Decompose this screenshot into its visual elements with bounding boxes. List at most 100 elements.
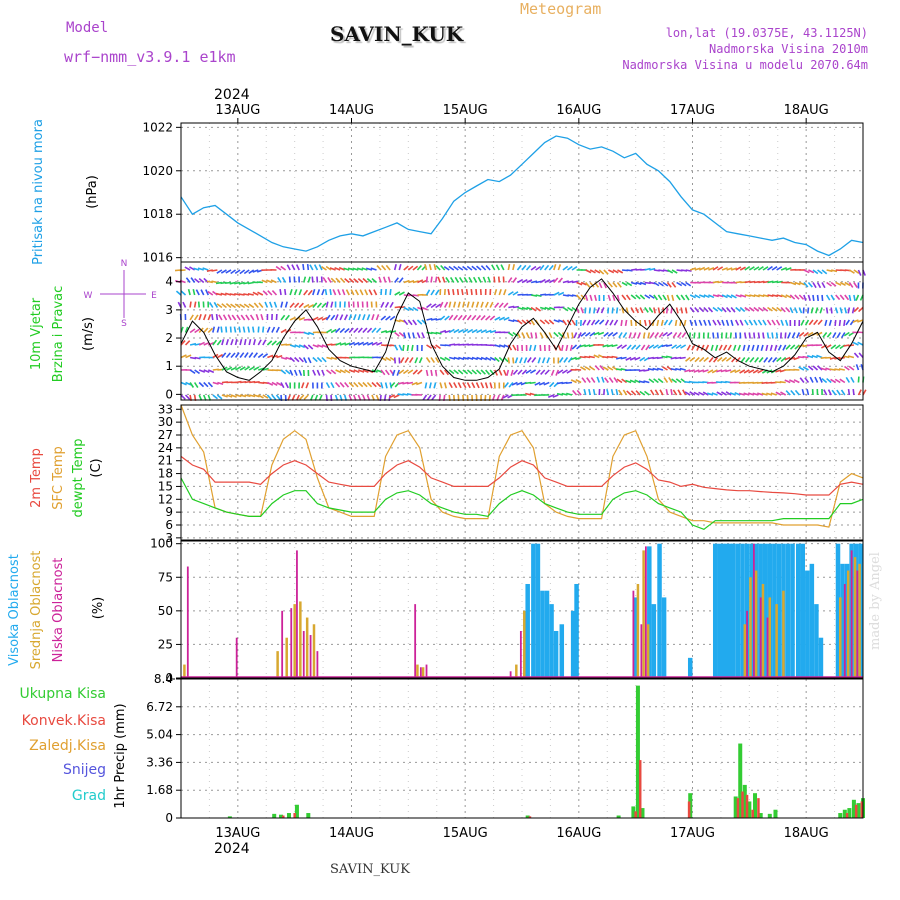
wind-arrow	[498, 369, 503, 376]
wind-arrow	[561, 344, 564, 352]
wind-arrow	[517, 278, 524, 284]
wind-arrow	[353, 381, 359, 388]
wind-arrow	[716, 369, 723, 373]
wind-arrow	[630, 307, 635, 314]
wind-arrow	[739, 369, 746, 374]
wind-arrow	[584, 355, 591, 359]
wind-arrow	[281, 276, 287, 283]
wind-arrow	[411, 381, 418, 386]
wind-arrow	[406, 344, 410, 352]
wind-arrow	[327, 276, 332, 283]
precip-bar-0	[227, 816, 232, 818]
panel-frame-precip	[180, 678, 864, 819]
wind-arrow	[725, 319, 730, 326]
wind-arrow	[294, 344, 301, 348]
wind-arrow	[562, 306, 569, 312]
wind-arrow	[207, 381, 213, 388]
wind-arrow	[634, 356, 641, 361]
wind-arrow	[267, 354, 274, 359]
wind-arrow	[284, 314, 290, 321]
wind-arrow	[439, 356, 446, 362]
wind-arrow	[539, 278, 546, 284]
wind-arrow	[362, 341, 369, 346]
wind-arrow	[712, 294, 719, 298]
wind-arrow	[671, 344, 678, 350]
wind-arrow	[502, 394, 509, 399]
wind-arrow	[211, 269, 218, 272]
wind-arrow	[685, 356, 691, 362]
wind-arrow	[239, 303, 246, 309]
wind-arrow	[380, 315, 387, 321]
watermark: made by Angel	[868, 552, 883, 650]
wind-arrow	[236, 314, 241, 321]
wind-arrow	[434, 357, 440, 364]
wind-arrow	[318, 264, 323, 271]
wind-arrow	[588, 307, 591, 314]
wind-arrow	[635, 390, 641, 396]
wind-arrow	[693, 369, 700, 373]
wind-arrow	[275, 326, 280, 333]
wind-arrow	[407, 265, 414, 271]
wind-arrow	[850, 376, 855, 383]
wind-arrow	[675, 378, 682, 384]
wind-arrow	[371, 314, 375, 321]
ytick-label-precip: 6.72	[146, 700, 173, 714]
cloud-bar-0	[717, 543, 723, 678]
wind-arrow	[326, 356, 333, 360]
wind-arrow	[813, 319, 819, 326]
wind-arrow	[335, 369, 342, 374]
wind-arrow	[615, 368, 623, 371]
cloud-bar-0	[790, 543, 795, 678]
wind-arrow	[589, 269, 596, 274]
wind-arrow	[402, 344, 405, 352]
wind-arrow	[284, 288, 287, 296]
wind-arrow	[376, 265, 382, 271]
wind-arrow	[397, 381, 404, 385]
wind-arrow	[193, 301, 197, 308]
wind-arrow	[649, 332, 655, 338]
wind-arrow	[271, 381, 278, 386]
wind-arrow	[202, 267, 209, 271]
wind-arrow	[824, 319, 828, 327]
wind-arrow	[189, 266, 196, 271]
wind-arrow	[512, 369, 519, 375]
wind-arrow	[816, 354, 823, 359]
wind-arrow	[780, 391, 787, 396]
wind-arrow	[277, 276, 282, 283]
wind-arrow	[309, 264, 314, 271]
wind-arrow	[653, 281, 660, 287]
wind-arrow	[192, 288, 196, 296]
wind-arrow	[832, 332, 837, 339]
wind-arrow	[684, 391, 691, 396]
wind-arrow	[402, 393, 409, 396]
cloud-bar-0	[657, 543, 662, 678]
wind-arrow	[326, 328, 333, 334]
wind-arrow	[234, 352, 240, 358]
wind-arrow	[712, 306, 719, 312]
wind-arrow	[230, 394, 237, 398]
wind-arrow	[685, 281, 692, 287]
wind-arrow	[808, 269, 815, 274]
wind-arrow	[407, 369, 414, 375]
wind-arrow	[497, 276, 501, 283]
xtick-label-top: 18AUG	[784, 103, 829, 118]
wind-arrow	[634, 307, 640, 314]
wind-arrow	[697, 369, 705, 373]
wind-arrow	[367, 341, 374, 346]
wind-arrow	[472, 276, 478, 283]
wind-arrow	[365, 267, 373, 271]
wind-arrow	[485, 315, 491, 321]
wind-arrow	[189, 301, 192, 308]
wind-arrow	[735, 306, 741, 312]
wind-arrow	[530, 265, 537, 271]
wind-arrow	[316, 302, 323, 309]
wind-arrow	[226, 366, 233, 371]
wind-arrow	[382, 276, 387, 283]
wind-arrow	[798, 331, 805, 337]
wind-arrow	[816, 282, 822, 289]
wind-arrow	[480, 356, 487, 361]
wind-arrow	[498, 302, 504, 309]
wind-arrow	[543, 381, 550, 386]
wind-arrow	[830, 269, 838, 273]
wind-arrow	[307, 344, 314, 350]
